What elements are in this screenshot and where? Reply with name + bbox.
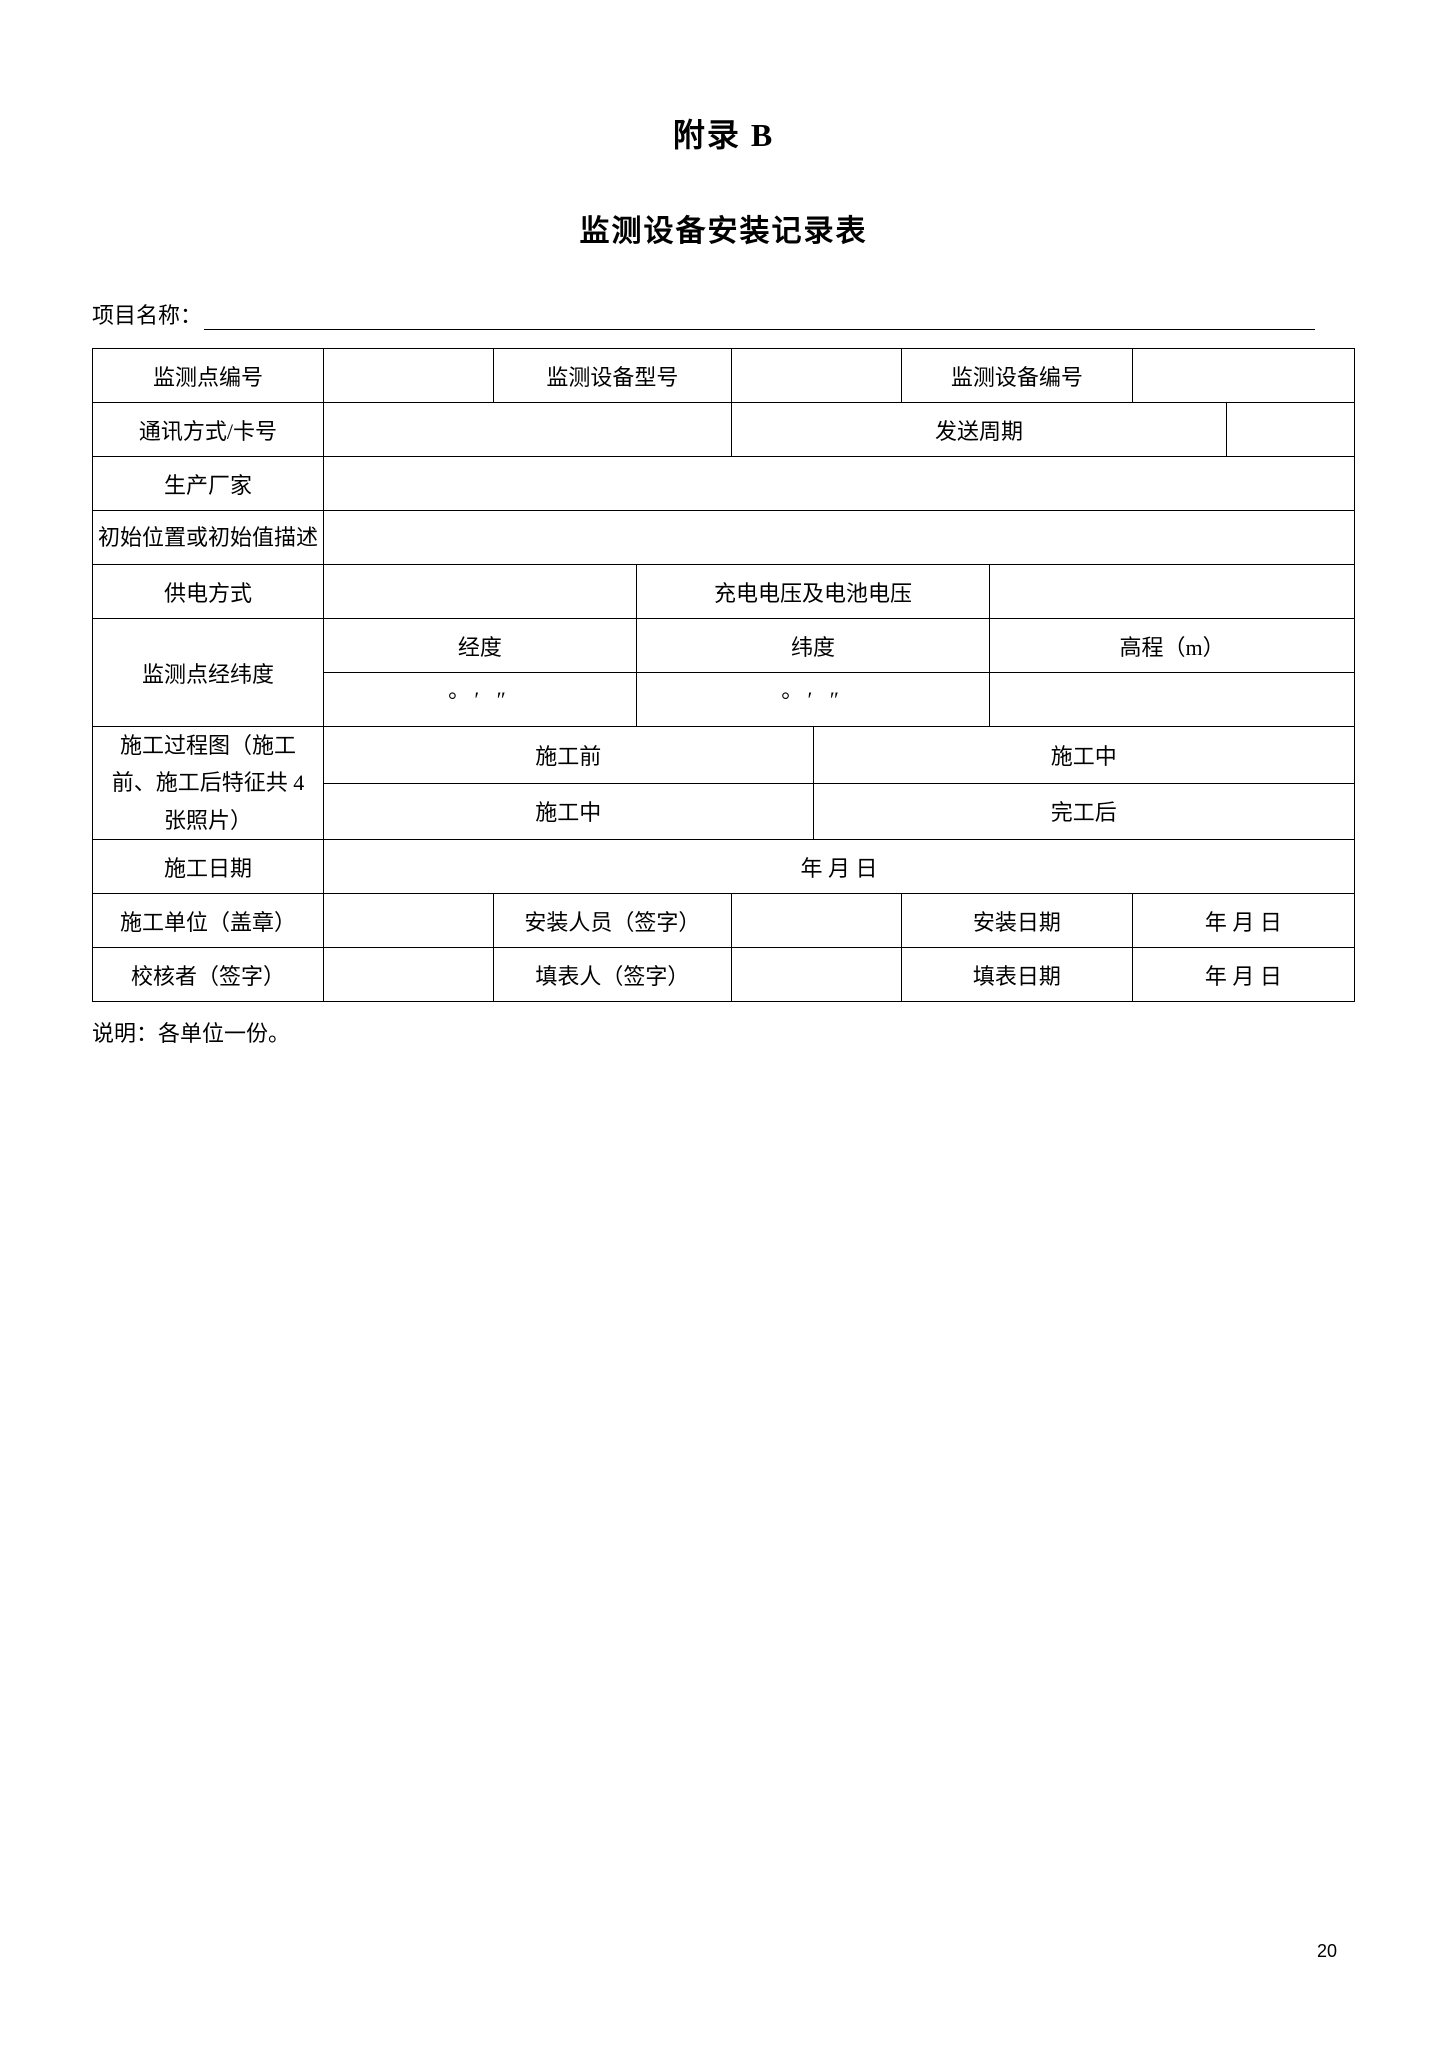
label-coord: 监测点经纬度 xyxy=(93,619,324,727)
label-elev: 高程（m） xyxy=(990,619,1355,673)
value-initial-desc xyxy=(323,511,1354,565)
label-fill-date: 填表日期 xyxy=(901,948,1132,1002)
value-device-no xyxy=(1132,349,1354,403)
label-monitor-point-no: 监测点编号 xyxy=(93,349,324,403)
value-manufacturer xyxy=(323,457,1354,511)
label-comm-mode: 通讯方式/卡号 xyxy=(93,403,324,457)
footnote: 说明：各单位一份。 xyxy=(92,1016,1355,1048)
photo-after: 完工后 xyxy=(813,783,1354,840)
value-elev xyxy=(990,673,1355,727)
value-monitor-point-no xyxy=(323,349,493,403)
label-device-model: 监测设备型号 xyxy=(494,349,731,403)
label-construct-date: 施工日期 xyxy=(93,840,324,894)
value-comm-mode xyxy=(323,403,731,457)
photo-during-2: 施工中 xyxy=(323,783,813,840)
value-form-filler xyxy=(731,948,901,1002)
label-install-date: 安装日期 xyxy=(901,894,1132,948)
value-construct-date: 年 月 日 xyxy=(323,840,1354,894)
label-checker: 校核者（签字） xyxy=(93,948,324,1002)
value-construct-unit xyxy=(323,894,493,948)
value-checker xyxy=(323,948,493,1002)
project-name-underline xyxy=(204,304,1315,330)
project-name-label: 项目名称： xyxy=(92,298,202,330)
form-title: 监测设备安装记录表 xyxy=(92,206,1355,250)
value-lat: ° ′ ″ xyxy=(636,673,989,727)
label-lat: 纬度 xyxy=(636,619,989,673)
label-manufacturer: 生产厂家 xyxy=(93,457,324,511)
appendix-heading: 附录 B xyxy=(92,110,1355,156)
label-power-mode: 供电方式 xyxy=(93,565,324,619)
value-voltage xyxy=(990,565,1355,619)
label-form-filler: 填表人（签字） xyxy=(494,948,731,1002)
page-number: 20 xyxy=(1317,1941,1337,1962)
label-voltage: 充电电压及电池电压 xyxy=(636,565,989,619)
value-install-date: 年 月 日 xyxy=(1132,894,1354,948)
value-device-model xyxy=(731,349,901,403)
label-initial-desc: 初始位置或初始值描述 xyxy=(93,511,324,565)
label-send-cycle: 发送周期 xyxy=(731,403,1227,457)
installation-record-table: 监测点编号 监测设备型号 监测设备编号 通讯方式/卡号 发送周期 生产厂家 初始… xyxy=(92,348,1355,1002)
label-construct-unit: 施工单位（盖章） xyxy=(93,894,324,948)
label-installer: 安装人员（签字） xyxy=(494,894,731,948)
value-power-mode xyxy=(323,565,636,619)
value-send-cycle xyxy=(1227,403,1355,457)
value-installer xyxy=(731,894,901,948)
photo-during-1: 施工中 xyxy=(813,727,1354,784)
project-name-row: 项目名称： xyxy=(92,298,1355,330)
photo-before: 施工前 xyxy=(323,727,813,784)
value-fill-date: 年 月 日 xyxy=(1132,948,1354,1002)
label-lon: 经度 xyxy=(323,619,636,673)
label-device-no: 监测设备编号 xyxy=(901,349,1132,403)
value-lon: ° ′ ″ xyxy=(323,673,636,727)
label-process-photos: 施工过程图（施工前、施工后特征共 4张照片） xyxy=(93,727,324,840)
